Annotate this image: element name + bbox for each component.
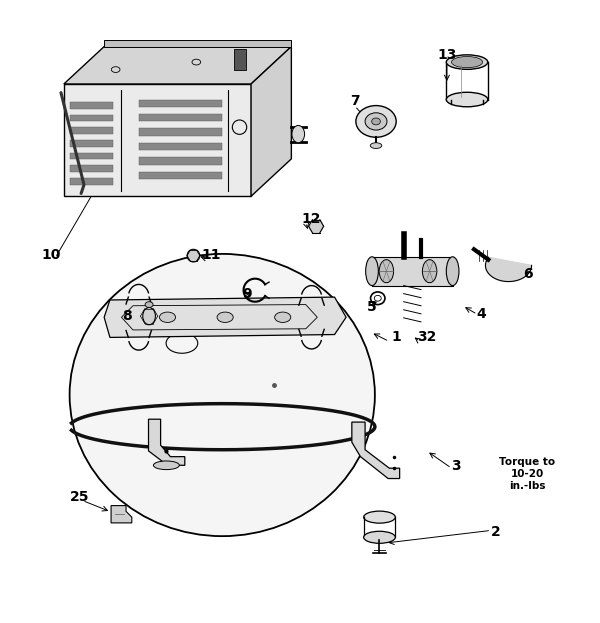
Ellipse shape bbox=[154, 461, 179, 470]
Ellipse shape bbox=[160, 312, 176, 323]
Ellipse shape bbox=[217, 312, 233, 323]
Ellipse shape bbox=[365, 257, 379, 285]
Ellipse shape bbox=[370, 143, 382, 148]
Text: 9: 9 bbox=[242, 287, 252, 301]
Ellipse shape bbox=[308, 219, 323, 234]
FancyBboxPatch shape bbox=[139, 128, 222, 136]
Ellipse shape bbox=[292, 125, 305, 143]
Polygon shape bbox=[352, 422, 400, 478]
Text: 8: 8 bbox=[122, 309, 132, 323]
Text: 3: 3 bbox=[451, 459, 460, 473]
FancyBboxPatch shape bbox=[139, 114, 222, 121]
Text: 1: 1 bbox=[392, 330, 401, 345]
FancyBboxPatch shape bbox=[139, 100, 222, 107]
Polygon shape bbox=[251, 47, 292, 196]
Ellipse shape bbox=[275, 312, 291, 323]
Text: 5: 5 bbox=[367, 300, 377, 314]
Ellipse shape bbox=[379, 260, 394, 283]
Polygon shape bbox=[149, 419, 185, 465]
Polygon shape bbox=[485, 257, 532, 282]
FancyBboxPatch shape bbox=[234, 49, 247, 70]
Polygon shape bbox=[372, 257, 452, 285]
FancyBboxPatch shape bbox=[70, 140, 113, 147]
Ellipse shape bbox=[187, 249, 200, 262]
FancyBboxPatch shape bbox=[70, 153, 113, 159]
Ellipse shape bbox=[356, 105, 396, 137]
Polygon shape bbox=[104, 40, 292, 47]
FancyBboxPatch shape bbox=[70, 115, 113, 121]
FancyBboxPatch shape bbox=[70, 102, 113, 109]
Polygon shape bbox=[64, 84, 251, 196]
FancyBboxPatch shape bbox=[139, 157, 222, 164]
Ellipse shape bbox=[446, 92, 488, 107]
Text: 11: 11 bbox=[201, 248, 220, 262]
FancyBboxPatch shape bbox=[139, 143, 222, 150]
Text: 2: 2 bbox=[491, 525, 501, 538]
Ellipse shape bbox=[364, 511, 395, 523]
Text: 6: 6 bbox=[523, 267, 532, 281]
Ellipse shape bbox=[422, 260, 437, 283]
FancyBboxPatch shape bbox=[70, 165, 113, 172]
Ellipse shape bbox=[451, 57, 482, 68]
Ellipse shape bbox=[446, 55, 488, 69]
Text: Torque to
10-20
in.-lbs: Torque to 10-20 in.-lbs bbox=[499, 457, 556, 490]
Ellipse shape bbox=[364, 531, 395, 543]
Polygon shape bbox=[64, 47, 292, 84]
Text: 13: 13 bbox=[437, 48, 457, 62]
FancyBboxPatch shape bbox=[70, 127, 113, 134]
Ellipse shape bbox=[372, 118, 380, 125]
Text: 10: 10 bbox=[41, 248, 61, 262]
Text: 32: 32 bbox=[417, 330, 436, 345]
Text: 7: 7 bbox=[350, 94, 359, 108]
Text: 12: 12 bbox=[302, 212, 321, 226]
Text: 25: 25 bbox=[70, 490, 90, 504]
Ellipse shape bbox=[143, 308, 155, 325]
Polygon shape bbox=[104, 297, 346, 338]
Ellipse shape bbox=[446, 257, 459, 285]
Polygon shape bbox=[111, 506, 132, 523]
Ellipse shape bbox=[365, 113, 387, 130]
FancyBboxPatch shape bbox=[139, 171, 222, 179]
Ellipse shape bbox=[145, 302, 153, 308]
Ellipse shape bbox=[70, 254, 375, 536]
Text: 4: 4 bbox=[476, 307, 487, 321]
FancyBboxPatch shape bbox=[70, 178, 113, 185]
